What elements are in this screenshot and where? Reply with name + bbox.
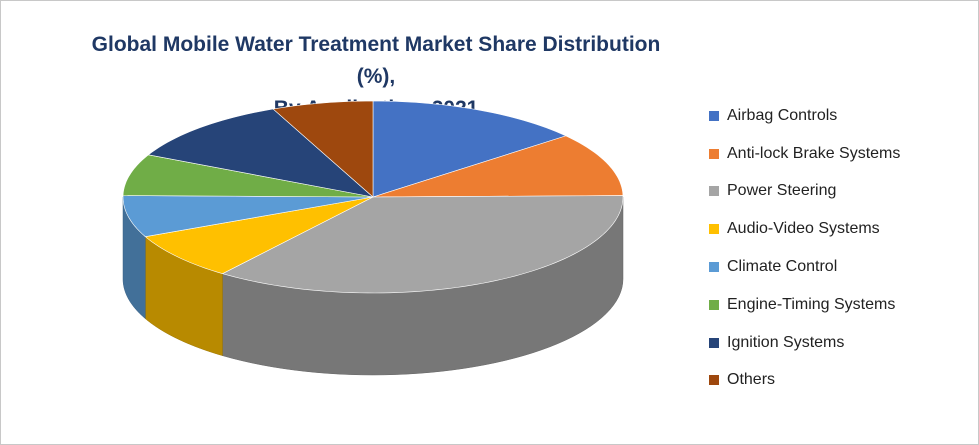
- legend-item-ignition-systems: Ignition Systems: [709, 324, 900, 362]
- pie-slice-ignition-systems: [147, 108, 375, 198]
- legend-label-engine-timing-systems: Engine-Timing Systems: [727, 295, 896, 313]
- legend-item-anti-lock-brake-systems: Anti-lock Brake Systems: [709, 135, 900, 173]
- legend-label-airbag-controls: Airbag Controls: [727, 106, 838, 124]
- pie-slice-anti-lock-brake-systems: [372, 135, 624, 198]
- legend-swatch-ignition-systems: [709, 337, 719, 348]
- legend-item-audio-video-systems: Audio-Video Systems: [709, 210, 900, 248]
- chart-title-line-1: Global Mobile Water Treatment Market Sha…: [91, 33, 661, 88]
- legend-label-ignition-systems: Ignition Systems: [727, 333, 845, 351]
- legend-swatch-audio-video-systems: [709, 224, 719, 235]
- legend-swatch-others: [709, 375, 719, 386]
- legend-swatch-airbag-controls: [709, 110, 719, 121]
- legend-swatch-climate-control: [709, 262, 719, 273]
- legend-item-power-steering: Power Steering: [709, 173, 900, 211]
- legend-swatch-engine-timing-systems: [709, 299, 719, 310]
- legend-swatch-power-steering: [709, 186, 719, 197]
- legend-item-climate-control: Climate Control: [709, 248, 900, 286]
- legend-label-power-steering: Power Steering: [727, 182, 837, 200]
- legend-label-anti-lock-brake-systems: Anti-lock Brake Systems: [727, 144, 901, 162]
- pie-slice-climate-control: [122, 195, 374, 237]
- legend-item-others: Others: [709, 362, 900, 400]
- legend-label-others: Others: [727, 371, 776, 389]
- legend-label-audio-video-systems: Audio-Video Systems: [727, 220, 880, 238]
- pie-slice-audio-video-systems: [144, 196, 374, 274]
- legend-item-airbag-controls: Airbag Controls: [709, 97, 900, 135]
- pie-top: [122, 100, 624, 294]
- legend-label-climate-control: Climate Control: [727, 258, 838, 276]
- legend: Airbag Controls Anti-lock Brake Systems Po…: [709, 97, 900, 399]
- pie-slice-power-steering: [221, 195, 624, 294]
- pie-sides: [122, 196, 624, 376]
- pie-slice-engine-timing-systems: [122, 154, 374, 198]
- legend-item-engine-timing-systems: Engine-Timing Systems: [709, 286, 900, 324]
- pie-slice-airbag-controls: [372, 100, 567, 198]
- pie-slice-others: [272, 100, 374, 198]
- legend-swatch-anti-lock-brake-systems: [709, 148, 719, 159]
